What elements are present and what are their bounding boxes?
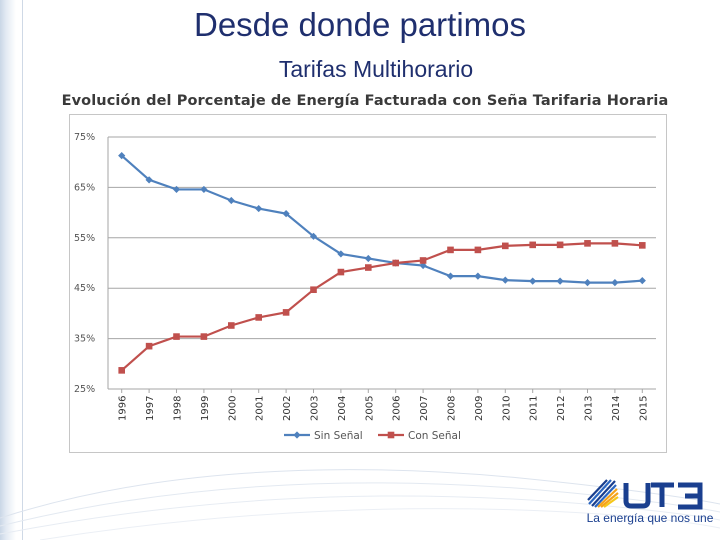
data-point-con-senal [365, 264, 372, 271]
legend-label: Sin Señal [314, 430, 363, 442]
data-point-sin-senal [118, 152, 126, 160]
data-point-con-senal [556, 241, 564, 249]
data-point-con-senal [255, 314, 262, 321]
data-point-con-senal [474, 246, 482, 254]
x-tick-label: 2007 [419, 396, 430, 421]
y-tick-label: 35% [74, 334, 95, 345]
x-tick-label: 1997 [145, 396, 156, 421]
y-tick-label: 45% [74, 283, 95, 294]
ute-logo-mark [587, 479, 703, 510]
legend-label: Con Señal [408, 430, 461, 442]
x-tick-label: 1998 [173, 396, 184, 421]
data-point-sin-senal [611, 279, 619, 287]
chart-title: Evolución del Porcentaje de Energía Fact… [61, 93, 669, 109]
data-point-con-senal [611, 240, 619, 247]
x-tick-label: 2000 [227, 396, 238, 421]
data-point-con-senal [337, 268, 345, 276]
data-point-sin-senal [145, 176, 153, 184]
data-point-con-senal [419, 257, 427, 264]
data-point-con-senal [145, 342, 153, 350]
x-tick-label: 1999 [200, 396, 211, 421]
x-tick-label: 2004 [337, 396, 348, 421]
data-point-sin-senal [583, 279, 592, 287]
sunburst-icon [587, 479, 619, 508]
data-point-con-senal [447, 246, 454, 254]
x-tick-label: 2015 [638, 396, 649, 421]
left-decorative-line [22, 0, 23, 540]
x-tick-label: 2014 [611, 396, 622, 421]
data-point-con-senal [282, 309, 290, 316]
x-tick-label: 2013 [584, 396, 595, 421]
data-point-con-senal [173, 333, 180, 340]
legend-marker [293, 431, 301, 439]
data-point-con-senal [310, 286, 317, 294]
data-point-sin-senal [446, 272, 455, 280]
x-tick-label: 2012 [556, 396, 567, 421]
x-tick-label: 2011 [529, 396, 540, 421]
x-tick-label: 2008 [447, 396, 458, 421]
y-tick-label: 75% [74, 132, 95, 143]
y-tick-label: 25% [74, 384, 95, 395]
data-point-sin-senal [364, 254, 372, 263]
left-decorative-stripe [0, 0, 16, 540]
data-point-sin-senal [529, 277, 537, 285]
ute-logo: La energía que nos une [585, 476, 715, 536]
data-point-con-senal [502, 242, 509, 250]
x-tick-label: 2009 [474, 396, 485, 421]
data-point-con-senal [392, 259, 399, 267]
data-point-sin-senal [282, 210, 290, 218]
y-tick-label: 55% [74, 233, 95, 244]
x-tick-label: 2002 [282, 396, 293, 421]
x-tick-label: 2005 [364, 396, 375, 421]
y-tick-label: 65% [74, 182, 95, 193]
data-point-sin-senal [309, 232, 318, 240]
data-point-sin-senal [172, 185, 181, 194]
series-line-sin-senal [120, 154, 643, 284]
data-point-sin-senal [200, 185, 208, 194]
data-point-sin-senal [501, 276, 509, 284]
data-point-con-senal [639, 242, 646, 249]
logo-tagline: La energía que nos une [586, 511, 714, 525]
data-point-sin-senal [337, 250, 345, 258]
slide-subtitle: Tarifas Multihorario [278, 56, 474, 82]
logo-wordmark [623, 482, 703, 510]
data-point-sin-senal [255, 204, 263, 213]
line-chart: 75% 65% 55% 45% 35% 25% 1996 1997 1998 1999 2000 20… [74, 132, 656, 442]
data-point-sin-senal [638, 277, 646, 285]
data-point-sin-senal [474, 272, 482, 280]
data-point-con-senal [118, 367, 125, 374]
x-tick-label: 1996 [118, 396, 129, 421]
x-tick-label: 2003 [310, 396, 321, 421]
data-point-sin-senal [227, 196, 235, 205]
data-point-con-senal [529, 241, 536, 249]
x-tick-label: 2001 [255, 396, 266, 421]
data-point-con-senal [200, 333, 208, 340]
chart-frame: 75% 65% 55% 45% 35% 25% 1996 1997 1998 1999 2000 20… [69, 114, 667, 453]
slide-title: Desde donde partimos [193, 6, 527, 43]
x-tick-label: 2006 [392, 396, 403, 421]
legend-marker [387, 431, 395, 439]
data-point-sin-senal [556, 277, 564, 285]
data-point-con-senal [584, 240, 591, 247]
series-line-con-senal [120, 242, 643, 372]
data-point-con-senal [228, 322, 235, 329]
x-tick-label: 2010 [501, 396, 512, 421]
data-point-sin-senal [419, 261, 427, 270]
